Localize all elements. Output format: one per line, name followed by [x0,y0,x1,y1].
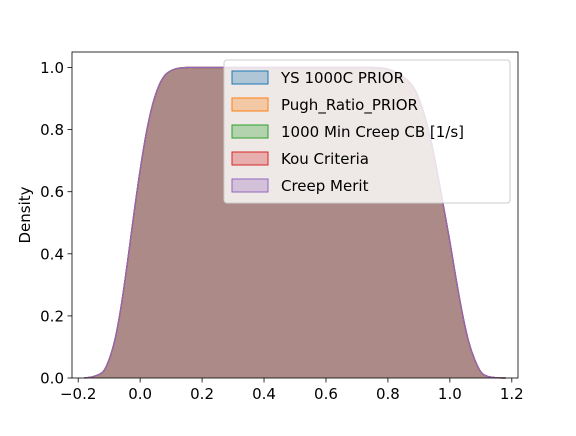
x-tick-label: 0.0 [128,385,152,403]
x-tick-label: 0.8 [376,385,400,403]
legend-label-series-2: Pugh_Ratio_PRIOR [281,96,418,115]
legend-swatch-series-2 [231,97,269,112]
legend-swatch-series-5 [231,178,269,193]
x-tick-label: 0.2 [190,385,214,403]
y-tick-label: 0.6 [40,183,64,201]
y-tick-label: 0.0 [40,370,64,388]
x-tick-label: 0.4 [252,385,276,403]
legend-label-series-1: YS 1000C PRIOR [280,69,404,87]
legend-label-series-4: Kou Criteria [281,150,369,168]
legend-box [223,59,511,204]
x-tick-label: 1.0 [438,385,462,403]
x-tick-label: 0.6 [314,385,338,403]
y-tick-label: 0.2 [40,307,64,325]
y-tick-label: 0.8 [40,121,64,139]
legend: YS 1000C PRIOR Pugh_Ratio_PRIOR 1000 Min C… [223,59,511,204]
y-tick-label: 1.0 [40,59,64,77]
legend-label-series-5: Creep Merit [281,177,369,195]
legend-swatch-series-3 [231,124,269,139]
x-tick-label: −0.2 [60,385,96,403]
y-axis-label: Density [16,186,34,243]
x-tick-label: 1.2 [500,385,524,403]
legend-label-series-3: 1000 Min Creep CB [1/s] [281,123,464,141]
y-axis: 0.0 0.2 0.4 0.6 0.8 1.0 [40,59,72,388]
legend-swatch-series-1 [231,70,269,85]
y-tick-label: 0.4 [40,245,64,263]
x-axis: −0.2 0.0 0.2 0.4 0.6 0.8 1.0 1.2 [60,378,524,403]
plot-frame [71,51,519,379]
legend-swatch-series-4 [231,151,269,166]
